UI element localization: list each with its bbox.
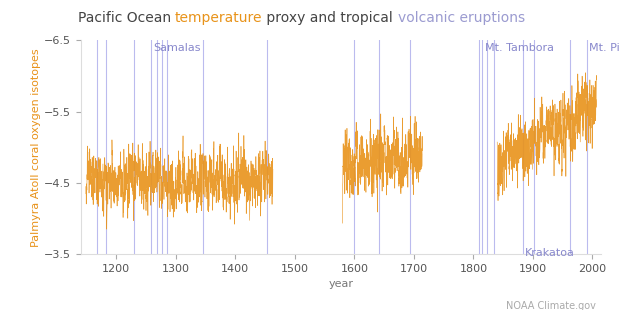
- Text: Mt. Pinatubo: Mt. Pinatubo: [590, 43, 620, 53]
- Text: proxy and tropical: proxy and tropical: [262, 11, 397, 25]
- Text: Krakatoa: Krakatoa: [525, 249, 575, 259]
- Y-axis label: Palmyra Atoll coral oxygen isotopes: Palmyra Atoll coral oxygen isotopes: [31, 48, 41, 246]
- Text: Pacific Ocean: Pacific Ocean: [78, 11, 175, 25]
- Text: Samalas: Samalas: [153, 43, 201, 53]
- X-axis label: year: year: [329, 280, 353, 290]
- Text: NOAA Climate.gov
Data: NCDC; Dee et al., 2020: NOAA Climate.gov Data: NCDC; Dee et al.,…: [453, 301, 596, 310]
- Text: Mt. Tambora: Mt. Tambora: [485, 43, 554, 53]
- Text: temperature: temperature: [175, 11, 262, 25]
- Text: volcanic eruptions: volcanic eruptions: [397, 11, 525, 25]
